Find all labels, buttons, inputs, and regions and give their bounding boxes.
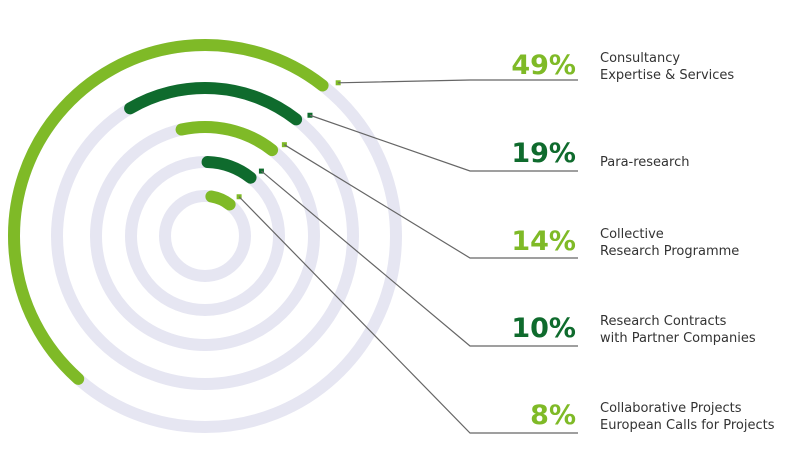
category-label: Collaborative Projects [600, 401, 742, 416]
value-arc [124, 82, 303, 126]
category-label: European Calls for Projects [600, 418, 775, 433]
category-label: Research Contracts [600, 314, 727, 329]
percent-label: 49% [511, 50, 576, 81]
percent-label: 8% [530, 400, 576, 431]
leader-line [261, 170, 578, 347]
ring-track [125, 156, 285, 316]
leader-line [284, 144, 578, 259]
value-arc [201, 156, 257, 184]
leader-line [309, 114, 578, 172]
value-arc [205, 190, 236, 211]
percent-label: 14% [511, 226, 576, 257]
category-label: Expertise & Services [600, 68, 734, 83]
category-label: Para-research [600, 155, 689, 170]
value-arc [175, 121, 279, 157]
category-label: with Partner Companies [600, 331, 756, 346]
ring-track [159, 190, 251, 282]
category-label: Research Programme [600, 244, 739, 259]
percent-label: 19% [511, 138, 576, 169]
category-label: Collective [600, 227, 664, 242]
leader-line [338, 79, 578, 84]
percent-label: 10% [511, 313, 576, 344]
category-label: Consultancy [600, 51, 680, 66]
leader-line [238, 196, 578, 434]
value-arc [8, 39, 329, 385]
